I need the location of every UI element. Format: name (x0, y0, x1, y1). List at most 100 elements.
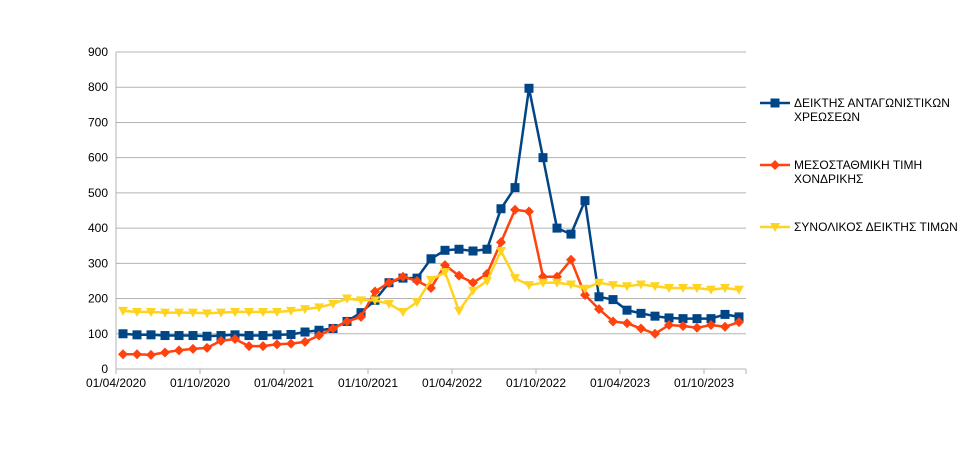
data-point-competitive-charges (622, 305, 632, 315)
data-point-total-price-index (230, 307, 240, 317)
x-tick-label: 01/04/2021 (254, 376, 314, 390)
y-tick-label: 800 (88, 80, 108, 94)
data-point-competitive-charges (468, 246, 478, 256)
data-point-total-price-index (356, 296, 366, 306)
data-point-total-price-index (314, 303, 324, 313)
y-tick-label: 600 (88, 151, 108, 165)
data-point-wholesale-price (230, 334, 240, 345)
data-point-wholesale-price (370, 286, 380, 297)
data-point-total-price-index (146, 307, 156, 317)
data-point-competitive-charges (720, 309, 730, 319)
data-point-competitive-charges (510, 183, 520, 193)
x-tick-label: 01/10/2023 (674, 376, 734, 390)
data-point-total-price-index (118, 306, 128, 316)
legend-label-wholesale-price: ΜΕΣΟΣΤΑΘΜΙΚΗ ΤΙΜΗ ΧΟΝΔΡΙΚΗΣ (794, 158, 923, 186)
data-point-competitive-charges (454, 244, 464, 254)
data-point-total-price-index (608, 281, 618, 291)
data-point-wholesale-price (342, 316, 352, 327)
data-point-competitive-charges (188, 331, 198, 341)
data-point-competitive-charges (580, 196, 590, 206)
legend-item-total-price-index: ΣΥΝΟΛΙΚΟΣ ΔΕΙΚΤΗΣ ΤΙΜΩΝ (760, 220, 970, 234)
data-point-wholesale-price (356, 311, 366, 322)
data-point-total-price-index (202, 309, 212, 319)
data-point-wholesale-price (286, 338, 296, 349)
data-point-wholesale-price (678, 321, 688, 332)
data-point-total-price-index (664, 283, 674, 293)
data-point-total-price-index (650, 282, 660, 292)
data-point-wholesale-price (244, 341, 254, 352)
data-point-competitive-charges (636, 308, 646, 318)
data-point-wholesale-price (216, 335, 226, 346)
legend-label-total-price-index: ΣΥΝΟΛΙΚΟΣ ΔΕΙΚΤΗΣ ΤΙΜΩΝ (794, 220, 958, 234)
data-point-wholesale-price (300, 336, 310, 347)
data-point-wholesale-price (692, 322, 702, 333)
data-point-wholesale-price (524, 206, 534, 217)
data-point-competitive-charges (664, 313, 674, 323)
data-point-total-price-index (496, 247, 506, 257)
legend-swatch-wholesale-price (760, 160, 790, 170)
data-point-competitive-charges (594, 292, 604, 302)
data-point-wholesale-price (440, 260, 450, 271)
x-tick-label: 01/04/2023 (590, 376, 650, 390)
data-point-total-price-index (188, 308, 198, 318)
data-point-total-price-index (706, 285, 716, 295)
data-point-total-price-index (524, 281, 534, 291)
data-point-total-price-index (398, 307, 408, 317)
data-point-wholesale-price (398, 271, 408, 282)
data-point-competitive-charges (216, 331, 226, 341)
data-point-total-price-index (132, 307, 142, 317)
data-point-competitive-charges (608, 295, 618, 305)
data-point-competitive-charges (552, 223, 562, 233)
data-point-total-price-index (622, 282, 632, 292)
data-point-total-price-index (538, 278, 548, 288)
data-point-competitive-charges (286, 329, 296, 339)
data-point-total-price-index (510, 274, 520, 284)
data-point-total-price-index (328, 299, 338, 309)
data-point-total-price-index (244, 307, 254, 317)
legend-swatch-total-price-index (760, 223, 790, 232)
data-point-competitive-charges (538, 153, 548, 163)
data-point-total-price-index (174, 308, 184, 318)
data-point-wholesale-price (412, 275, 422, 286)
legend-item-wholesale-price: ΜΕΣΟΣΤΑΘΜΙΚΗ ΤΙΜΗ ΧΟΝΔΡΙΚΗΣ (760, 158, 970, 186)
data-point-competitive-charges (244, 331, 254, 341)
data-point-wholesale-price (706, 319, 716, 330)
data-point-wholesale-price (454, 270, 464, 281)
y-tick-label: 100 (88, 327, 108, 341)
data-point-total-price-index (454, 306, 464, 316)
data-point-wholesale-price (468, 277, 478, 288)
data-point-competitive-charges (496, 204, 506, 214)
y-tick-label: 500 (88, 186, 108, 200)
data-point-wholesale-price (622, 318, 632, 329)
y-tick-label: 300 (88, 256, 108, 270)
data-point-wholesale-price (636, 323, 646, 334)
data-point-competitive-charges (734, 312, 744, 322)
data-point-wholesale-price (188, 343, 198, 354)
data-point-wholesale-price (720, 321, 730, 332)
data-point-total-price-index (286, 306, 296, 316)
data-point-total-price-index (300, 305, 310, 315)
data-point-total-price-index (468, 286, 478, 296)
data-point-competitive-charges (314, 325, 324, 335)
data-point-competitive-charges (202, 331, 212, 341)
data-point-total-price-index (692, 283, 702, 293)
data-point-total-price-index (566, 280, 576, 290)
data-point-total-price-index (342, 294, 352, 304)
x-tick-label: 01/10/2022 (506, 376, 566, 390)
data-point-wholesale-price (608, 316, 618, 327)
data-point-wholesale-price (258, 341, 268, 352)
x-tick-label: 01/04/2022 (422, 376, 482, 390)
data-point-total-price-index (720, 283, 730, 293)
data-point-competitive-charges (482, 244, 492, 254)
data-point-wholesale-price (566, 254, 576, 265)
data-point-wholesale-price (650, 328, 660, 339)
legend: ΔΕΙΚΤΗΣ ΑΝΤΑΓΩΝΙΣΤΙΚΩΝ ΧΡΕΩΣΕΩΝ ΜΕΣΟΣΤΑΘ… (760, 96, 970, 234)
data-point-competitive-charges (272, 330, 282, 340)
x-tick-label: 01/10/2020 (170, 376, 230, 390)
legend-label-competitive-charges: ΔΕΙΚΤΗΣ ΑΝΤΑΓΩΝΙΣΤΙΚΩΝ ΧΡΕΩΣΕΩΝ (794, 96, 950, 124)
data-point-wholesale-price (594, 304, 604, 315)
data-point-wholesale-price (132, 349, 142, 360)
data-point-total-price-index (678, 283, 688, 293)
data-point-wholesale-price (118, 349, 128, 360)
